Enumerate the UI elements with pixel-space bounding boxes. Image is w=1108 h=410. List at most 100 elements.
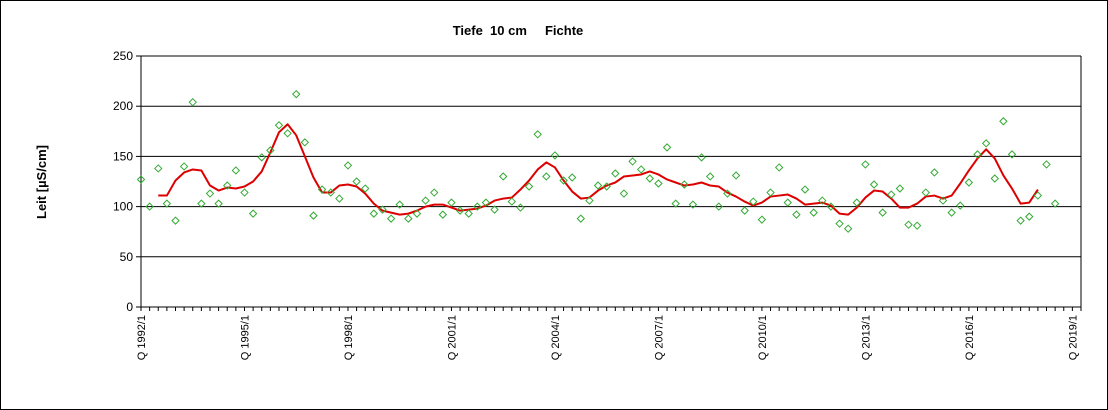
data-point	[231, 166, 241, 175]
data-point	[309, 211, 318, 220]
y-tick-label: 200	[113, 99, 133, 113]
data-point	[1033, 191, 1043, 200]
data-point	[524, 182, 534, 191]
data-point	[490, 205, 499, 214]
data-point	[999, 117, 1008, 126]
data-point	[800, 185, 810, 194]
data-point	[1007, 150, 1017, 159]
data-point	[964, 178, 974, 187]
data-point	[386, 214, 396, 223]
data-point	[887, 190, 896, 199]
data-point	[395, 200, 404, 209]
y-tick-label: 0	[126, 300, 133, 314]
data-point	[248, 209, 258, 218]
axes	[136, 55, 1082, 311]
data-point	[404, 214, 413, 223]
data-point	[162, 199, 172, 208]
data-point	[714, 202, 724, 211]
data-point	[878, 208, 887, 217]
data-point	[136, 175, 146, 184]
data-point	[792, 210, 801, 219]
data-point	[447, 198, 456, 207]
x-tick-label: Q 2013/1	[860, 315, 872, 360]
y-tick-label: 100	[113, 200, 133, 214]
chart-title: Tiefe 10 cm Fichte	[453, 23, 584, 38]
data-point	[619, 189, 629, 198]
data-point	[317, 185, 327, 194]
data-point	[852, 198, 861, 207]
smoothed-series	[158, 123, 1039, 216]
data-point	[740, 206, 749, 215]
data-point	[654, 179, 663, 188]
data-point	[335, 194, 344, 203]
data-point	[766, 188, 775, 197]
data-point	[473, 202, 482, 211]
x-tick-label: Q 1995/1	[239, 315, 251, 360]
data-point	[576, 214, 586, 223]
data-point	[188, 97, 197, 107]
x-tick-label: Q 2004/1	[550, 315, 562, 360]
data-point	[361, 184, 370, 193]
data-point	[757, 215, 767, 224]
y-tick-label: 150	[113, 149, 133, 163]
data-point	[369, 209, 379, 218]
data-point	[749, 197, 758, 206]
data-point	[861, 160, 870, 169]
data-point	[602, 182, 611, 191]
data-point	[662, 143, 672, 152]
data-point	[636, 165, 646, 174]
smoothed-line	[158, 123, 1039, 216]
data-point	[826, 202, 836, 211]
data-point	[705, 172, 715, 181]
data-point	[154, 164, 163, 173]
data-point	[930, 168, 939, 177]
data-point	[1042, 160, 1051, 169]
data-point	[671, 199, 680, 208]
data-point	[421, 196, 430, 205]
data-point	[912, 221, 922, 230]
data-point	[274, 121, 284, 130]
data-point	[240, 188, 249, 197]
data-point	[809, 208, 818, 217]
data-point	[628, 157, 637, 166]
data-point	[197, 199, 206, 208]
data-point	[697, 153, 706, 162]
data-point	[947, 208, 956, 217]
data-point	[507, 197, 517, 206]
data-point	[956, 201, 965, 210]
data-point	[214, 199, 223, 208]
data-point	[516, 203, 525, 212]
x-tick-label: Q 2019/1	[1067, 315, 1079, 360]
data-point	[688, 200, 698, 209]
data-point	[412, 209, 422, 218]
y-axis-title: Leit [µS/cm]	[34, 145, 49, 219]
data-point	[292, 89, 301, 99]
data-point	[533, 130, 542, 139]
data-point	[1025, 212, 1034, 221]
data-point	[300, 138, 310, 147]
data-point	[973, 150, 982, 159]
x-tick-labels: Q 1992/1 Q 1995/1 Q 1998/1 Q 2001/1 Q 2004/1…	[136, 315, 1079, 360]
data-point	[818, 196, 827, 205]
data-point	[326, 188, 335, 197]
data-point	[145, 202, 154, 211]
y-tick-label: 250	[113, 49, 133, 63]
data-point	[567, 173, 577, 182]
data-point	[352, 177, 361, 186]
data-point	[498, 172, 508, 181]
data-point	[205, 189, 215, 198]
data-point	[938, 196, 948, 205]
data-point	[257, 153, 266, 162]
data-point	[455, 206, 465, 215]
data-point	[990, 174, 999, 183]
x-tick-label: Q 2010/1	[757, 315, 769, 360]
data-point	[550, 151, 560, 160]
y-tick-labels: 0 50 100 150 200 250	[113, 49, 133, 314]
data-point	[481, 198, 491, 207]
x-tick-label: Q 1992/1	[136, 315, 148, 360]
x-tick-label: Q 2016/1	[964, 315, 976, 360]
x-tick-label: Q 1998/1	[343, 315, 355, 360]
data-point	[171, 216, 180, 225]
